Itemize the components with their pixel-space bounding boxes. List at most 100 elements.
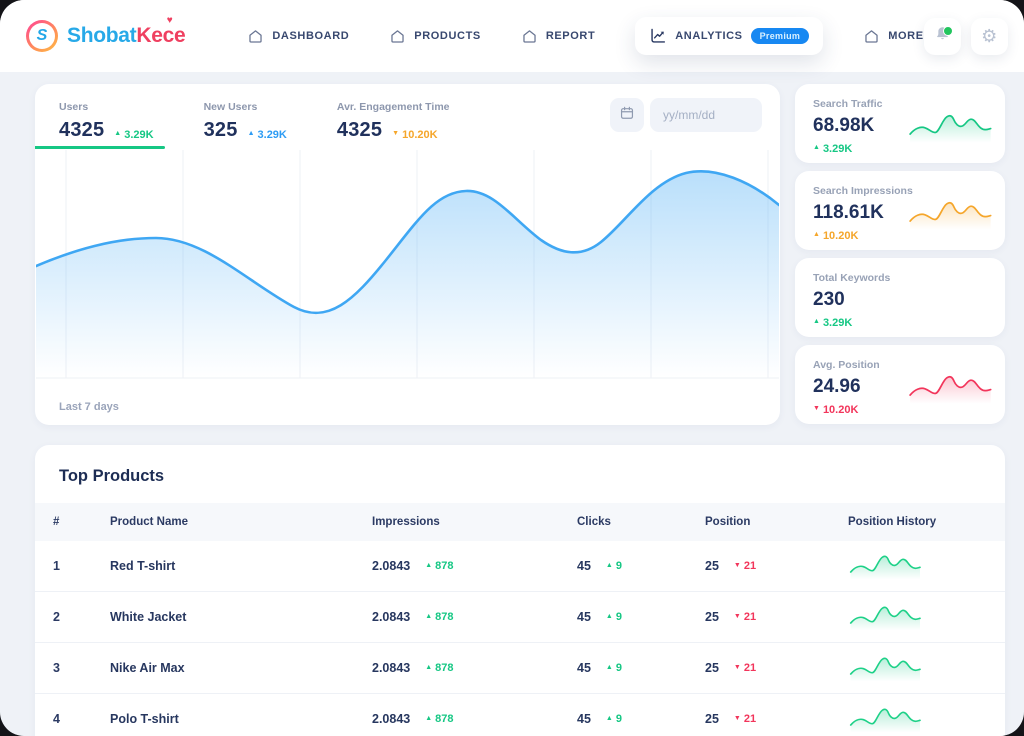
table-row[interactable]: 4 Polo T-shirt 2.0843 ▲ 878 45 ▲ 9 25 ▼ 21 (35, 694, 1005, 736)
card-delta: ▼ 10.20K (813, 403, 859, 416)
nav-item-analytics[interactable]: ANALYTICS Premium (635, 17, 824, 55)
card-search-traffic[interactable]: Search Traffic 68.98K ▲ 3.29K (795, 84, 1005, 163)
row-product-name: Nike Air Max (110, 661, 185, 675)
trend-up-icon: ▲ (813, 231, 820, 238)
sparkline-green (849, 708, 921, 733)
trend-up-icon: ▲ (605, 612, 613, 620)
top-products-card: Top Products # Product Name Impressions … (35, 445, 1005, 736)
row-impressions: 2.0843 ▲ 878 (372, 661, 454, 675)
sparkline-green (849, 657, 921, 682)
sparkline-green (909, 114, 992, 143)
card-label: Total Keywords (813, 272, 891, 284)
table-row[interactable]: 1 Red T-shirt 2.0843 ▲ 878 45 ▲ 9 25 ▼ 21 (35, 541, 1005, 592)
trend-up-icon: ▲ (813, 318, 820, 325)
trend-down-icon: ▼ (733, 714, 741, 722)
brand-name-primary: Shobat (67, 24, 137, 47)
row-product-name: Red T-shirt (110, 559, 176, 573)
gear-icon: ⚙ (981, 26, 998, 46)
heart-icon: ♥ (166, 15, 173, 26)
row-position: 25 ▼ 21 (705, 712, 757, 726)
row-position: 25 ▼ 21 (705, 610, 757, 624)
top-products-title: Top Products (59, 467, 165, 485)
col-impressions: Impressions (372, 516, 440, 528)
card-label: Avg. Position (813, 359, 880, 371)
card-total-keywords[interactable]: Total Keywords 230 ▲ 3.29K (795, 258, 1005, 337)
calendar-icon (619, 105, 635, 126)
stat-users[interactable]: Users 4325 ▲ 3.29K (59, 101, 154, 142)
stat-delta: ▼ 10.20K (392, 128, 438, 141)
stat-label: New Users (203, 101, 258, 113)
trend-down-icon: ▼ (733, 612, 741, 620)
sparkline-green (849, 555, 921, 580)
card-label: Search Impressions (813, 185, 913, 197)
card-delta: ▲ 3.29K (813, 142, 853, 155)
col-clicks: Clicks (577, 516, 611, 528)
trend-down-icon: ▼ (813, 405, 820, 412)
sparkline-green (849, 606, 921, 631)
nav-item-more[interactable]: MORE (863, 28, 923, 45)
card-value: 118.61K (813, 202, 884, 223)
row-position-history (848, 703, 987, 735)
date-input[interactable] (650, 98, 762, 132)
card-avg-position[interactable]: Avg. Position 24.96 ▼ 10.20K (795, 345, 1005, 424)
trend-up-icon: ▲ (425, 612, 433, 620)
table-row[interactable]: 3 Nike Air Max 2.0843 ▲ 878 45 ▲ 9 25 ▼ 21 (35, 643, 1005, 694)
stat-label: Avr. Engagement Time (336, 101, 450, 113)
stat-label: Users (59, 101, 89, 113)
col-position-history: Position History (848, 516, 937, 528)
trend-up-icon: ▲ (605, 663, 613, 671)
card-value: 230 (813, 289, 845, 310)
table-header: # Product Name Impressions Clicks Positi… (35, 503, 1005, 541)
card-search-impressions[interactable]: Search Impressions 118.61K ▲ 10.20K (795, 171, 1005, 250)
nav-item-dashboard[interactable]: DASHBOARD (247, 28, 349, 45)
card-value: 68.98K (813, 115, 875, 136)
stat-new-users[interactable]: New Users 325 ▲ 3.29K (204, 101, 287, 142)
calendar-button[interactable] (610, 98, 644, 132)
card-delta: ▲ 10.20K (813, 229, 859, 242)
card-delta: ▲ 3.29K (813, 316, 853, 329)
trend-down-icon: ▼ (392, 130, 400, 137)
side-metrics-column: Search Traffic 68.98K ▲ 3.29K Search Impr… (795, 84, 1005, 424)
notification-dot (942, 25, 953, 36)
nav-item-label: REPORT (545, 30, 596, 42)
brand-name: ShobatKece ♥ (67, 16, 186, 48)
card-value: 24.96 (813, 376, 861, 397)
home-icon (521, 28, 538, 45)
trend-up-icon: ▲ (425, 561, 433, 569)
notifications-button[interactable] (923, 17, 961, 55)
trend-up-icon: ▲ (425, 663, 433, 671)
row-rank: 2 (53, 610, 60, 624)
nav-item-products[interactable]: PRODUCTS (389, 28, 481, 45)
row-rank: 3 (53, 661, 60, 675)
premium-badge: Premium (750, 28, 810, 44)
row-impressions: 2.0843 ▲ 878 (372, 559, 454, 573)
logo-icon: S (26, 20, 58, 52)
stat-value: 325 (203, 119, 238, 141)
trend-up-icon: ▲ (114, 130, 122, 137)
chart-footnote: Last 7 days (59, 401, 119, 413)
top-navigation-bar: S ShobatKece ♥ DASHBOARD PRODUCTS (0, 0, 1024, 72)
stat-value: 4325 (336, 119, 383, 141)
row-position-history (848, 550, 987, 582)
row-rank: 4 (53, 712, 60, 726)
settings-button[interactable]: ⚙ (970, 17, 1008, 55)
sparkline-red (909, 375, 992, 404)
table-row[interactable]: 2 White Jacket 2.0843 ▲ 878 45 ▲ 9 25 ▼ 21 (35, 592, 1005, 643)
card-label: Search Traffic (813, 98, 883, 110)
brand-name-secondary: Kece (136, 24, 186, 47)
logo-letter: S (29, 23, 55, 49)
row-position: 25 ▼ 21 (705, 559, 757, 573)
traffic-chart-card: Users 4325 ▲ 3.29K New Users 325 ▲ 3.29K A… (35, 84, 780, 425)
home-icon (247, 28, 264, 45)
home-icon (389, 28, 406, 45)
nav-item-label: MORE (888, 30, 924, 42)
row-impressions: 2.0843 ▲ 878 (372, 712, 454, 726)
stat-engagement-time[interactable]: Avr. Engagement Time 4325 ▼ 10.20K (337, 101, 450, 142)
stat-delta: ▲ 3.29K (114, 128, 154, 141)
brand-logo[interactable]: S ShobatKece ♥ (26, 16, 186, 52)
traffic-area-chart[interactable] (36, 150, 779, 382)
nav-item-report[interactable]: REPORT (521, 28, 595, 45)
row-position: 25 ▼ 21 (705, 661, 757, 675)
date-filter (610, 98, 762, 132)
